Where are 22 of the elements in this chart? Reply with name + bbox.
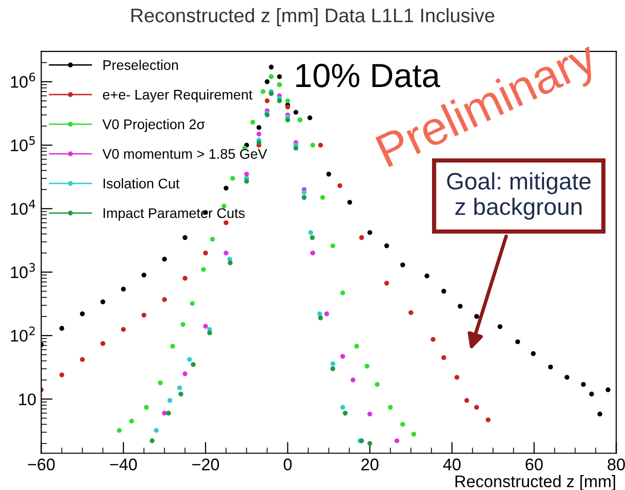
y-tick-label: 10$^{2}$ [10,326,35,342]
y-tick-label: 10$^{6}$ [10,72,36,88]
legend-label: V0 momentum > 1.85 GeV [102,148,268,159]
x-tick-label: −60 [28,458,55,470]
x-tick-label: 0 [284,458,292,470]
y-tick-label: 10$^{3}$ [10,263,35,278]
x-tick-label: 20 [361,458,378,470]
annotation: Goal: mitigate z backgroun [447,172,591,220]
legend-label: Impact Parameter Cuts [104,208,245,221]
legend-label: Isolation Cut [104,178,180,188]
legend-label: Preselection [104,60,178,70]
x-tick-label: 80 [608,458,625,470]
legend-label: e+e- Layer Requirement [102,89,252,102]
y-tick-label: 10 [19,393,36,406]
x-tick-label: −40 [110,458,137,470]
legend-label: V0 Projection 2σ [102,119,205,132]
x-tick-label: 40 [443,458,461,470]
x-tick-label: −20 [192,458,220,470]
y-tick-label: 10$^{5}$ [10,136,35,152]
chart-title: Reconstructed z [mm] Data L1L1 Inclusive [131,8,494,26]
y-tick-label: 10$^{4}$ [10,200,36,215]
x-tick-label: 60 [526,458,543,470]
